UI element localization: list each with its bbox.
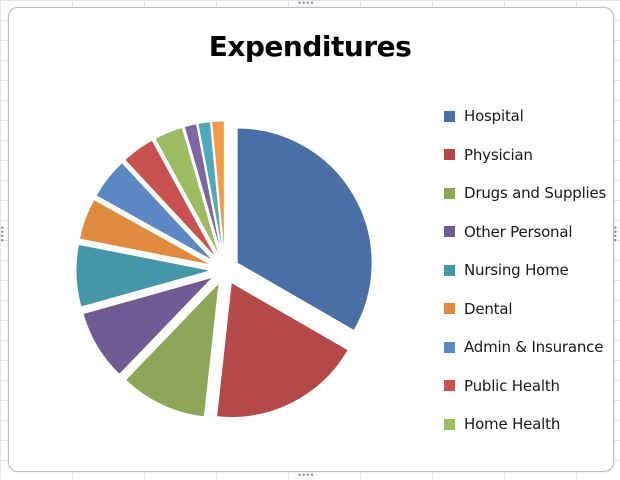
legend-swatch [444, 418, 455, 430]
legend-label: Admin & Insurance [464, 338, 604, 356]
pie-slice-unlabeled-11[interactable] [211, 120, 225, 257]
resize-handle-left[interactable]: •••• [0, 226, 7, 243]
pie-slice-home-health[interactable] [154, 126, 221, 258]
pie-slice-admin-insurance[interactable] [95, 161, 215, 262]
pie-slice-unlabeled-10[interactable] [197, 121, 224, 257]
legend-item-nursing-home[interactable]: Nursing Home [444, 260, 569, 280]
legend-item-admin-insurance[interactable]: Admin & Insurance [444, 337, 603, 357]
legend-item-hospital[interactable]: Hospital [444, 106, 524, 126]
legend-label: Drugs and Supplies [464, 184, 607, 202]
legend-swatch [444, 341, 455, 353]
resize-handle-top[interactable]: •••• [298, 0, 315, 8]
legend-label: Dental [464, 299, 513, 318]
resize-handle-right[interactable]: •••• [610, 226, 620, 243]
legend-swatch [444, 380, 455, 391]
pie-slice-public-health[interactable] [124, 139, 218, 259]
legend-label: Public Health [464, 376, 560, 395]
pie-slice-other-personal[interactable] [82, 276, 215, 376]
legend-item-dental[interactable]: Dental [444, 299, 513, 319]
legend-item-home-health[interactable]: Home Health [444, 414, 560, 434]
legend-label: Physician [464, 145, 533, 164]
pie-slice-unlabeled-9[interactable] [183, 123, 223, 257]
legend-swatch [444, 149, 455, 160]
legend-item-physician[interactable]: Physician [444, 145, 533, 165]
legend-item-public-health[interactable]: Public Health [444, 376, 560, 396]
chart-title: Expenditures [208, 30, 412, 63]
pie-slice-physician[interactable] [216, 281, 349, 418]
pie-slice-hospital[interactable] [236, 127, 373, 332]
legend-swatch [444, 110, 455, 122]
legend-item-other-personal[interactable]: Other Personal [444, 222, 573, 242]
resize-handle-bottom[interactable]: •••• [298, 470, 315, 480]
legend-swatch [444, 226, 455, 237]
legend-swatch [444, 264, 455, 276]
legend-label: Hospital [464, 107, 524, 125]
legend-item-drugs-and-supplies[interactable]: Drugs and Supplies [444, 183, 606, 203]
legend-label: Other Personal [464, 222, 573, 241]
pie-slice-nursing-home[interactable] [75, 243, 212, 308]
pie-slice-dental[interactable] [78, 198, 213, 266]
legend-label: Home Health [464, 415, 561, 433]
legend-label: Nursing Home [464, 261, 569, 279]
legend-swatch [444, 303, 455, 314]
legend-swatch [444, 187, 455, 199]
pie-slice-drugs-and-supplies[interactable] [124, 281, 220, 418]
